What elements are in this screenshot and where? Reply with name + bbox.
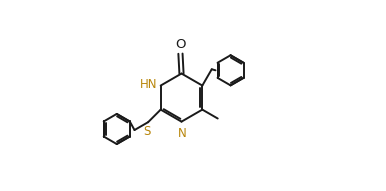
Text: S: S — [143, 125, 151, 138]
Text: N: N — [178, 127, 186, 140]
Text: O: O — [175, 38, 186, 51]
Text: HN: HN — [139, 78, 157, 91]
